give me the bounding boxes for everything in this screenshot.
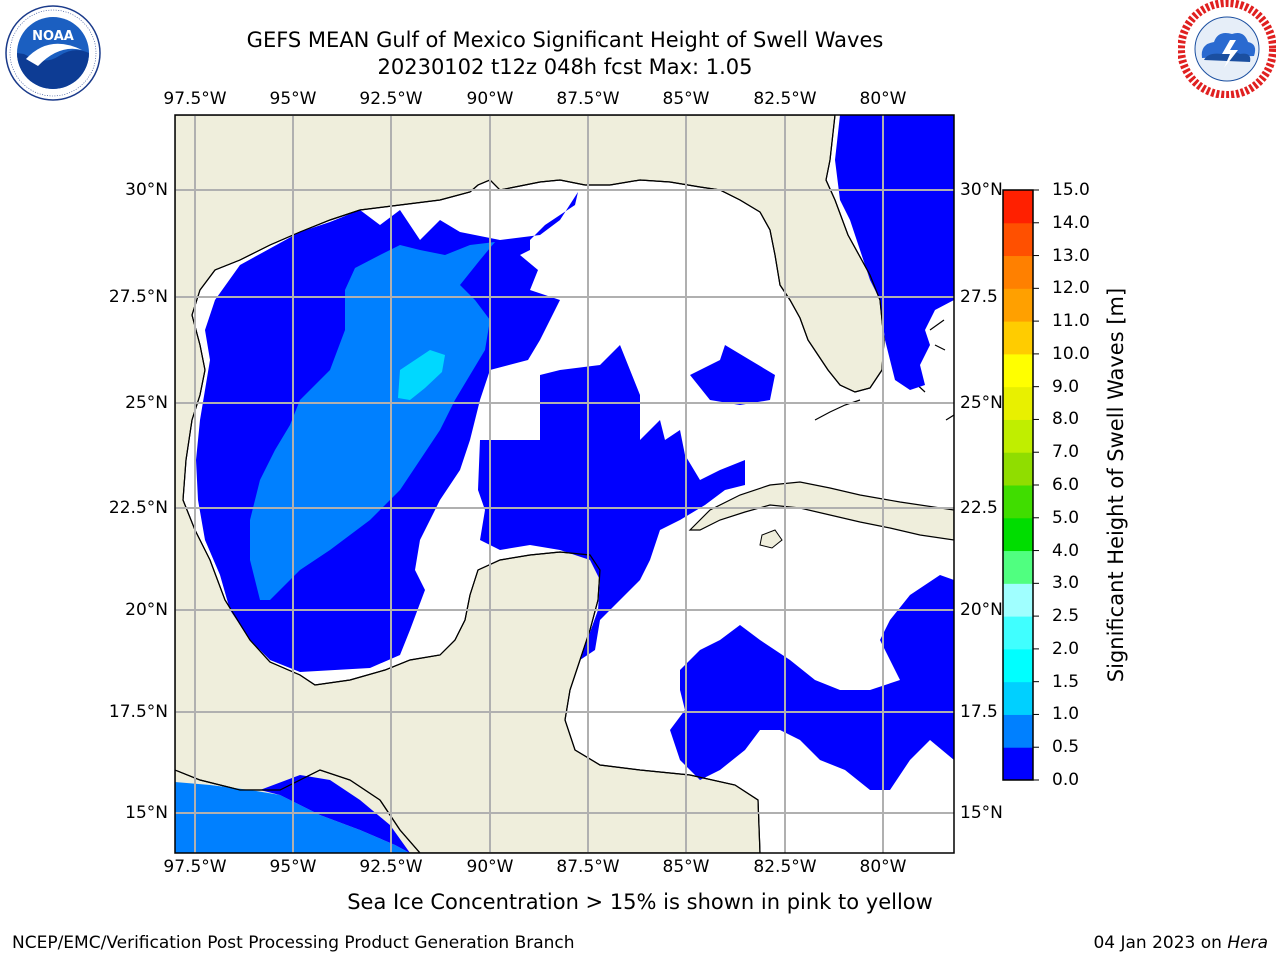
lon-label-bottom: 82.5°W [753, 857, 817, 877]
colorbar-segment [1003, 386, 1033, 420]
lon-label-top: 95°W [269, 89, 317, 109]
lat-label-right: 25°N [960, 393, 1003, 413]
colorbar-tick-label: 2.0 [1052, 638, 1080, 659]
swell-contour-0.5-1.0 [250, 242, 495, 600]
lon-label-top: 80°W [859, 89, 907, 109]
colorbar-tick-label: 12.0 [1052, 278, 1090, 299]
lon-label-top: 82.5°W [753, 89, 817, 109]
lat-label-right: 27.5 [960, 287, 998, 307]
lat-label-right: 30°N [960, 180, 1003, 200]
lon-label-top: 97.5°W [163, 89, 227, 109]
land-cuba [688, 481, 954, 541]
sea-ice-note: Sea Ice Concentration > 15% is shown in … [347, 890, 933, 914]
colorbar-segment [1003, 288, 1033, 322]
colorbar-segment [1003, 648, 1033, 683]
lon-label-bottom: 95°W [269, 857, 317, 877]
footer-date: 04 Jan 2023 on Hera [1093, 933, 1268, 953]
colorbar-tick-label: 15.0 [1052, 180, 1090, 200]
graticule [175, 115, 954, 853]
colorbar-segment [1003, 190, 1033, 224]
land-isle-of-youth [759, 529, 783, 549]
lon-label-bottom: 85°W [662, 857, 710, 877]
colorbar-tick-label: 1.5 [1052, 671, 1080, 692]
swell-contour-0-0.5-atlantic [835, 115, 954, 390]
colorbar-tick-label: 14.0 [1052, 212, 1090, 233]
lon-label-bottom: 80°W [859, 857, 907, 877]
colorbar-segment [1003, 255, 1033, 289]
colorbar-tick-label: 7.0 [1052, 442, 1080, 463]
colorbar-tick-label: 0.5 [1052, 737, 1080, 758]
lat-label-right: 20°N [960, 600, 1003, 620]
noaa-logo-text: NOAA [32, 29, 74, 44]
lat-label-left: 20°N [125, 600, 168, 620]
lat-label-left: 25°N [125, 393, 168, 413]
colorbar-tick-label: 3.0 [1052, 573, 1080, 594]
colorbar-segment [1003, 747, 1033, 781]
lat-label-left: 27.5°N [108, 287, 168, 307]
colorbar-segment [1003, 616, 1033, 650]
lon-label-top: 85°W [662, 89, 710, 109]
colorbar-segment [1003, 452, 1033, 486]
noaa-logo: NOAA [5, 5, 101, 101]
colorbar-tick-label: 10.0 [1052, 343, 1090, 364]
lat-label-left: 17.5°N [108, 702, 168, 722]
lon-label-bottom: 97.5°W [163, 857, 227, 877]
lon-label-bottom: 92.5°W [359, 857, 423, 877]
footer-credit: NCEP/EMC/Verification Post Processing Pr… [12, 933, 575, 953]
lon-label-top: 87.5°W [556, 89, 620, 109]
nws-logo [1178, 0, 1276, 98]
lon-label-bottom: 90°W [466, 857, 514, 877]
colorbar-segment [1003, 583, 1033, 617]
colorbar-segment [1003, 714, 1033, 748]
colorbar-tick-label: 8.0 [1052, 409, 1080, 430]
footer-date-text: 04 Jan 2023 on [1093, 933, 1228, 953]
swell-contour-1.0-1.5 [398, 350, 445, 400]
colorbar-segment [1003, 517, 1033, 552]
lon-label-top: 92.5°W [359, 89, 423, 109]
map-frame [174, 114, 955, 854]
colorbar-segment [1003, 550, 1033, 584]
lat-label-right: 17.5 [960, 702, 998, 722]
colorbar-tick-label: 9.0 [1052, 376, 1080, 397]
colorbar [1002, 189, 1039, 781]
colorbar-segment [1003, 222, 1033, 257]
lat-label-left: 22.5°N [108, 498, 168, 518]
lat-label-right: 15°N [960, 803, 1003, 823]
colorbar-tick-label: 13.0 [1052, 245, 1090, 266]
colorbar-segment [1003, 419, 1033, 453]
colorbar-tick-label: 11.0 [1052, 311, 1090, 332]
swell-contour-0-0.5-east-gulf [690, 345, 775, 405]
lon-label-top: 90°W [466, 89, 514, 109]
colorbar-tick-label: 0.0 [1052, 770, 1080, 790]
colorbar-segment [1003, 321, 1033, 355]
chart-title: GEFS MEAN Gulf of Mexico Significant Hei… [246, 28, 884, 52]
colorbar-tick-label: 5.0 [1052, 507, 1080, 528]
colorbar-tick-label: 2.5 [1052, 606, 1080, 627]
colorbar-tick-label: 4.0 [1052, 540, 1080, 561]
lon-label-bottom: 87.5°W [556, 857, 620, 877]
lat-label-right: 22.5 [960, 498, 998, 518]
colorbar-segment [1003, 485, 1033, 519]
colorbar-segment [1003, 353, 1033, 388]
land-bahamas [911, 319, 954, 421]
colorbar-tick-label: 6.0 [1052, 475, 1080, 495]
chart-subtitle: 20230102 t12z 048h fcst Max: 1.05 [377, 55, 753, 79]
lat-label-left: 30°N [125, 180, 168, 200]
colorbar-label: Significant Height of Swell Waves [m] [1104, 287, 1128, 683]
colorbar-tick-label: 1.0 [1052, 704, 1080, 725]
lat-label-left: 15°N [125, 803, 168, 823]
footer-host: Hera [1227, 933, 1268, 953]
swell-contour-0-0.5-central [478, 345, 745, 660]
colorbar-segment [1003, 681, 1033, 715]
